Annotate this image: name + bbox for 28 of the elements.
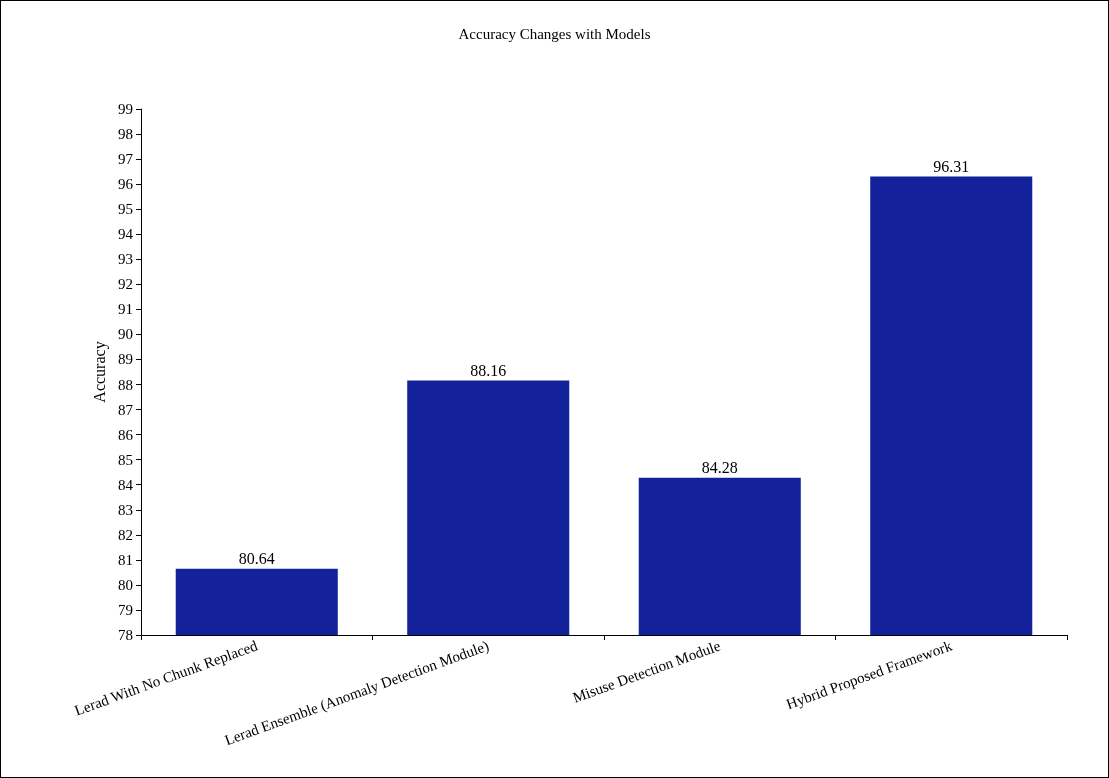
y-tick-label: 89 xyxy=(118,351,133,368)
chart-title: Accuracy Changes with Models xyxy=(458,25,651,42)
y-tick-label: 79 xyxy=(118,601,133,618)
y-tick-label: 84 xyxy=(118,476,134,493)
y-tick-label: 82 xyxy=(118,526,133,543)
y-axis-title: Accuracy xyxy=(90,341,109,403)
y-tick-label: 85 xyxy=(118,451,133,468)
data-label: 84.28 xyxy=(701,459,738,477)
y-tick-label: 96 xyxy=(118,176,134,193)
y-tick-label: 98 xyxy=(118,126,133,143)
y-tick-label: 90 xyxy=(118,326,133,343)
data-label: 88.16 xyxy=(470,362,507,380)
y-tick-label: 93 xyxy=(118,251,133,268)
data-label: 80.64 xyxy=(238,550,275,568)
y-tick-label: 99 xyxy=(118,101,133,117)
y-tick-label: 83 xyxy=(118,501,133,518)
y-tick-label: 91 xyxy=(118,301,133,318)
y-tick-label: 94 xyxy=(118,226,134,243)
y-tick-label: 92 xyxy=(118,276,133,293)
y-tick-label: 97 xyxy=(118,151,134,168)
data-label: 96.31 xyxy=(933,157,970,175)
y-tick-label: 87 xyxy=(118,401,134,418)
y-tick-label: 95 xyxy=(118,201,133,218)
y-tick-label: 81 xyxy=(118,551,133,568)
y-tick-label: 78 xyxy=(118,627,133,643)
y-tick-label: 86 xyxy=(118,426,134,443)
y-tick-label: 80 xyxy=(118,576,133,593)
y-tick-label: 88 xyxy=(118,376,133,393)
